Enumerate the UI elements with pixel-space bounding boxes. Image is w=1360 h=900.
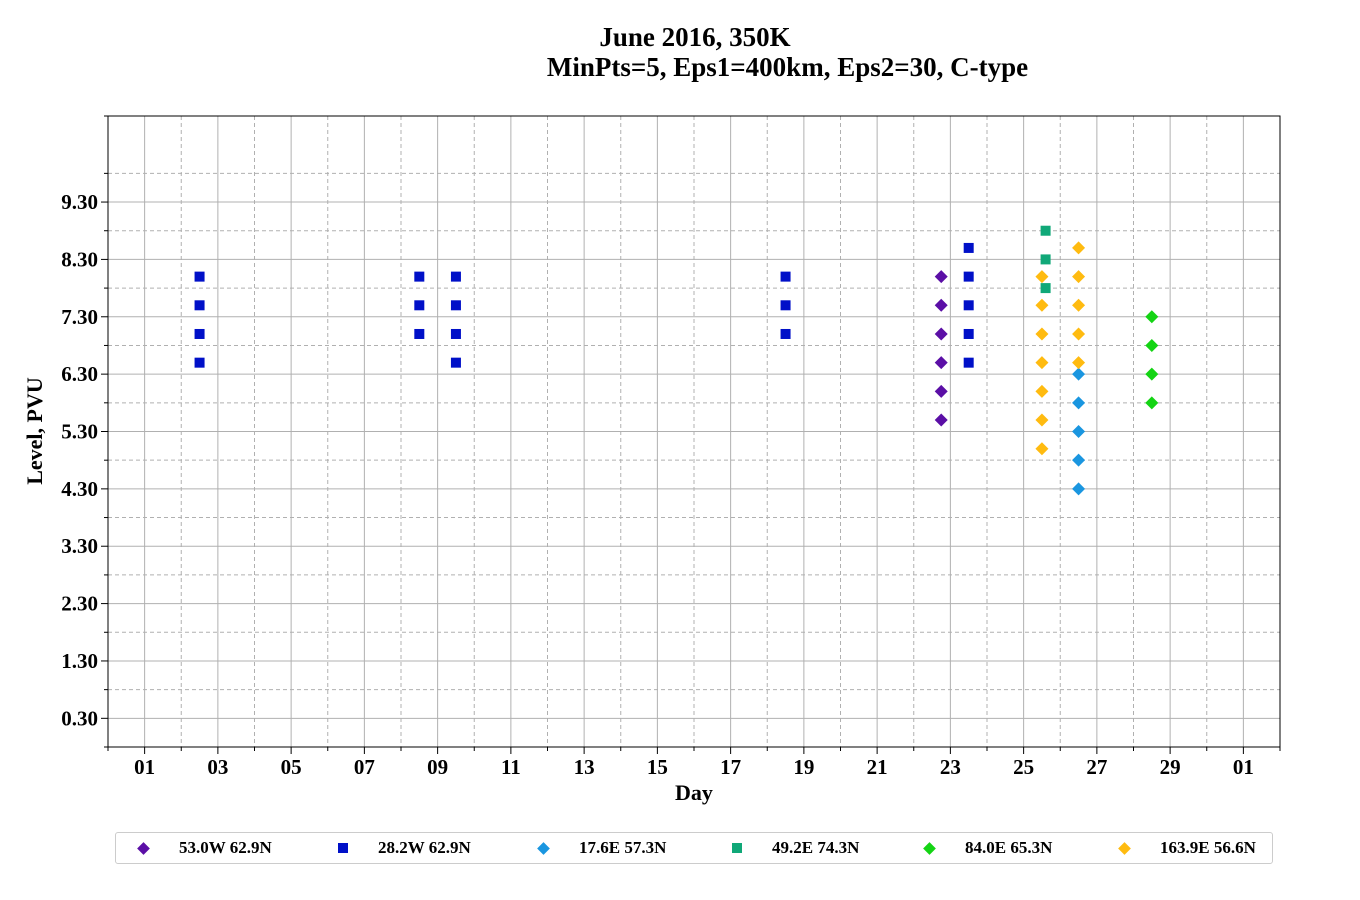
square-marker-icon [732, 843, 742, 853]
y-tick-label: 0.30 [61, 706, 98, 730]
x-tick-label: 19 [793, 755, 814, 779]
diamond-marker-icon [923, 841, 936, 855]
data-point-series-1 [780, 300, 791, 311]
y-tick-label: 3.30 [61, 534, 98, 558]
data-point-series-0 [934, 327, 948, 341]
x-tick-label: 09 [427, 755, 448, 779]
legend-label: 17.6E 57.3N [579, 838, 667, 857]
x-tick-label: 15 [647, 755, 668, 779]
data-point-series-1 [963, 242, 974, 253]
x-tick-label: 21 [867, 755, 888, 779]
data-point-series-5 [1072, 241, 1086, 255]
data-point-series-2 [1072, 482, 1086, 496]
data-point-series-2 [1072, 396, 1086, 410]
x-tick-label: 25 [1013, 755, 1034, 779]
data-point-series-1 [963, 300, 974, 311]
y-tick-label: 4.30 [61, 477, 98, 501]
data-point-series-1 [194, 328, 205, 339]
legend-item: 28.2W 62.9N [336, 833, 471, 863]
data-point-series-5 [1035, 270, 1049, 284]
scatter-chart: 01 03 05 07 09 11 13 15 17 19 21 23 25 27 29 01 0.30 1.30… [22, 115, 1281, 805]
data-point-series-1 [414, 300, 425, 311]
data-point-series-5 [1035, 384, 1049, 398]
data-point-series-1 [963, 328, 974, 339]
data-point-series-3 [1040, 225, 1051, 236]
data-point-series-1 [450, 357, 461, 368]
data-point-series-1 [194, 357, 205, 368]
x-tick-label: 11 [501, 755, 521, 779]
x-tick-label: 07 [354, 755, 375, 779]
data-point-series-2 [1072, 367, 1086, 381]
data-point-series-5 [1072, 327, 1086, 341]
legend-item: 49.2E 74.3N [730, 833, 859, 863]
data-point-series-0 [934, 270, 948, 284]
data-point-series-0 [934, 298, 948, 312]
data-point-series-5 [1035, 298, 1049, 312]
data-point-series-1 [194, 271, 205, 282]
legend-label: 49.2E 74.3N [772, 838, 860, 857]
data-point-series-1 [450, 328, 461, 339]
legend-label: 28.2W 62.9N [378, 838, 471, 857]
legend-item: 163.9E 56.6N [1117, 833, 1256, 863]
y-tick-label: 1.30 [61, 649, 98, 673]
x-tick-label: 01 [1233, 755, 1254, 779]
diamond-marker-icon [137, 841, 150, 855]
data-point-series-1 [963, 271, 974, 282]
data-point-series-4 [1145, 338, 1159, 352]
x-tick-label: 23 [940, 755, 961, 779]
x-tick-label: 03 [207, 755, 228, 779]
data-point-series-5 [1072, 298, 1086, 312]
legend: 53.0W 62.9N 28.2W 62.9N 17.6E 57.3N 49.2E 7… [115, 832, 1273, 864]
data-point-series-1 [450, 271, 461, 282]
y-tick-label: 6.30 [61, 362, 98, 386]
data-point-series-1 [780, 271, 791, 282]
legend-label: 84.0E 65.3N [965, 838, 1053, 857]
legend-item: 17.6E 57.3N [536, 833, 666, 863]
data-point-series-1 [450, 300, 461, 311]
y-tick-label: 5.30 [61, 420, 98, 444]
diamond-marker-icon [1118, 841, 1131, 855]
legend-item: 84.0E 65.3N [922, 833, 1052, 863]
x-tick-label: 17 [720, 755, 741, 779]
data-point-series-5 [1035, 413, 1049, 427]
data-point-series-4 [1145, 310, 1159, 324]
data-point-series-2 [1072, 453, 1086, 467]
data-point-series-1 [194, 300, 205, 311]
chart-subtitle: MinPts=5, Eps1=400km, Eps2=30, C-type [546, 52, 1029, 82]
data-point-series-0 [934, 413, 948, 427]
x-tick-label: 13 [574, 755, 595, 779]
chart-title: June 2016, 350K [599, 22, 791, 52]
data-point-series-0 [934, 384, 948, 398]
data-point-series-5 [1035, 356, 1049, 370]
data-point-series-5 [1072, 356, 1086, 370]
data-point-series-1 [963, 357, 974, 368]
data-point-series-5 [1035, 327, 1049, 341]
legend-item: 53.0W 62.9N [136, 833, 272, 863]
legend-label: 163.9E 56.6N [1160, 838, 1256, 857]
x-tick-label: 05 [281, 755, 302, 779]
data-point-series-3 [1040, 283, 1051, 294]
data-point-series-1 [780, 328, 791, 339]
data-point-series-1 [414, 328, 425, 339]
x-tick-label: 01 [134, 755, 155, 779]
data-point-series-3 [1040, 254, 1051, 265]
square-marker-icon [338, 843, 348, 853]
data-point-series-5 [1035, 442, 1049, 456]
x-tick-label: 29 [1160, 755, 1181, 779]
data-point-series-4 [1145, 396, 1159, 410]
data-point-series-2 [1072, 425, 1086, 438]
diamond-marker-icon [537, 841, 550, 855]
legend-label: 53.0W 62.9N [179, 838, 272, 857]
y-tick-label: 2.30 [61, 592, 98, 616]
y-axis-label: Level, PVU [22, 377, 47, 485]
data-point-series-1 [414, 271, 425, 282]
data-point-series-4 [1145, 367, 1159, 381]
y-tick-label: 7.30 [61, 305, 98, 329]
data-point-series-0 [934, 356, 948, 370]
x-tick-label: 27 [1086, 755, 1107, 779]
y-tick-label: 8.30 [61, 247, 98, 271]
y-tick-label: 9.30 [61, 190, 98, 214]
x-axis-label: Day [675, 780, 713, 805]
data-point-series-5 [1072, 270, 1086, 284]
